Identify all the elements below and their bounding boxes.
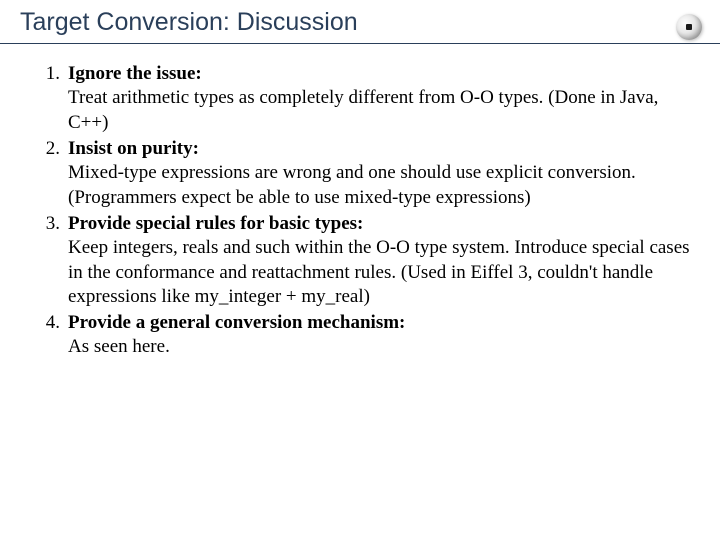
slide-title: Target Conversion: Discussion (20, 8, 700, 37)
item-title: Insist on purity: (68, 138, 199, 159)
item-title: Ignore the issue: (68, 63, 202, 84)
list-item: 4. Provide a general conversion mechanis… (36, 311, 690, 360)
list-item: 2. Insist on purity: Mixed-type expressi… (36, 137, 690, 210)
item-body: Provide a general conversion mechanism: … (68, 311, 690, 360)
item-desc: As seen here. (68, 336, 170, 357)
item-body: Ignore the issue: Treat arithmetic types… (68, 62, 690, 135)
item-title: Provide special rules for basic types: (68, 213, 363, 234)
item-desc: Keep integers, reals and such within the… (68, 237, 690, 307)
item-desc: Mixed-type expressions are wrong and one… (68, 162, 636, 207)
item-body: Insist on purity: Mixed-type expressions… (68, 137, 690, 210)
item-number: 4. (36, 311, 68, 360)
item-number: 3. (36, 212, 68, 309)
item-title: Provide a general conversion mechanism: (68, 312, 405, 333)
item-number: 1. (36, 62, 68, 135)
slide-content: 1. Ignore the issue: Treat arithmetic ty… (0, 44, 720, 372)
sphere-logo-icon (676, 14, 702, 40)
item-number: 2. (36, 137, 68, 210)
item-body: Provide special rules for basic types: K… (68, 212, 690, 309)
list-item: 3. Provide special rules for basic types… (36, 212, 690, 309)
item-desc: Treat arithmetic types as completely dif… (68, 87, 658, 132)
list-item: 1. Ignore the issue: Treat arithmetic ty… (36, 62, 690, 135)
slide-header: Target Conversion: Discussion (0, 0, 720, 44)
